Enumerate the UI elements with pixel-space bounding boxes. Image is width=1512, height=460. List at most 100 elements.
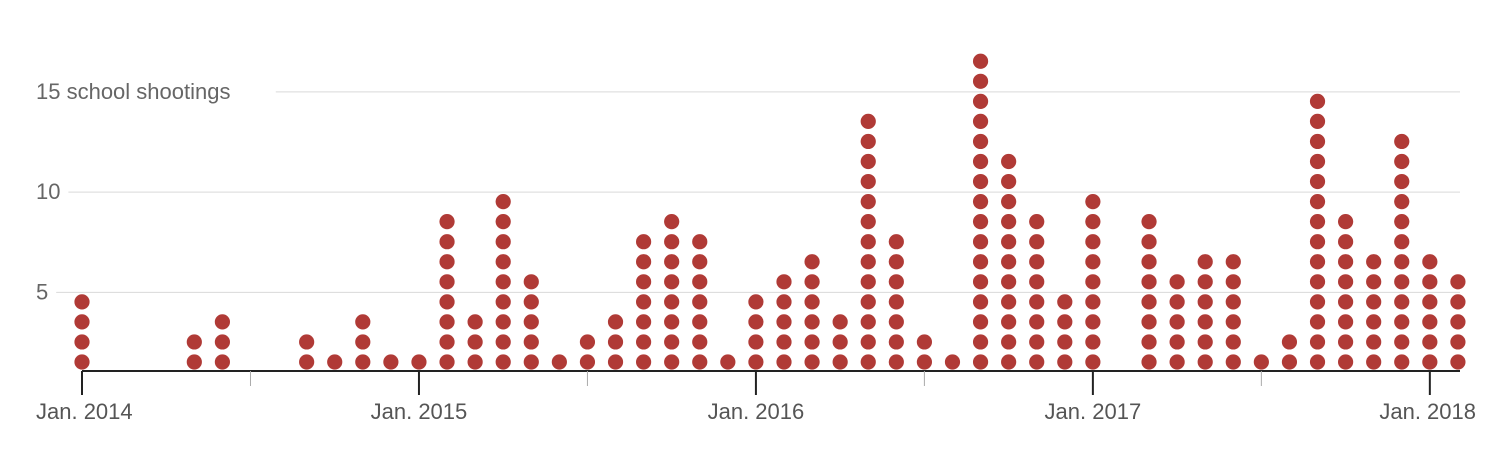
dot-2018-02-3 (1450, 314, 1466, 330)
dot-2017-03-2 (1141, 334, 1157, 350)
dot-2017-11-4 (1366, 294, 1382, 310)
dot-2017-01-1 (1085, 354, 1101, 370)
dot-2015-10-8 (664, 214, 680, 230)
dot-2016-10-1 (1001, 354, 1017, 370)
dot-2016-02-1 (776, 354, 792, 370)
dot-2017-10-7 (1338, 234, 1354, 250)
dot-2017-12-10 (1394, 173, 1410, 190)
x-axis-labels: Jan. 2014 Jan. 2015 Jan. 2016 Jan. 2017 Jan.… (36, 399, 1476, 424)
dot-2017-12-9 (1394, 194, 1410, 210)
dot-2016-11-4 (1029, 294, 1045, 310)
dot-2017-09-7 (1309, 234, 1326, 250)
dot-2014-10-1 (327, 354, 343, 370)
dot-2016-04-2 (832, 334, 848, 350)
x-tick-label: Jan. 2014 (36, 399, 133, 424)
dot-2017-12-5 (1394, 274, 1410, 290)
dot-2016-06-6 (888, 254, 904, 270)
x-tick-label: Jan. 2017 (1045, 399, 1142, 424)
dot-2015-01-1 (411, 354, 427, 370)
dot-2015-11-4 (692, 294, 708, 310)
dot-2017-12-12 (1394, 133, 1410, 150)
dot-2016-06-2 (888, 334, 904, 350)
x-tick-label: Jan. 2018 (1379, 399, 1476, 424)
dot-2016-09-7 (972, 234, 989, 250)
dot-2017-03-8 (1141, 214, 1157, 230)
y-tick-label-10: 10 (36, 179, 60, 204)
dot-2017-11-3 (1366, 314, 1382, 330)
dot-2016-06-5 (888, 274, 904, 290)
x-tick-label: Jan. 2016 (708, 399, 805, 424)
dot-2016-11-1 (1029, 354, 1045, 370)
dot-2016-11-5 (1029, 274, 1045, 290)
dot-2016-10-7 (1001, 234, 1017, 250)
dot-2017-09-3 (1309, 314, 1326, 330)
dot-2017-01-2 (1085, 334, 1101, 350)
dot-2015-12-1 (720, 354, 736, 370)
dot-2016-01-4 (748, 294, 764, 310)
dot-2016-09-12 (972, 133, 989, 150)
y-tick-label-5: 5 (36, 279, 48, 304)
dot-2017-10-5 (1338, 274, 1354, 290)
dot-2015-08-3 (607, 314, 624, 330)
dot-2014-11-2 (355, 334, 371, 350)
dot-2015-02-3 (439, 314, 455, 330)
dot-2015-04-9 (495, 194, 511, 210)
dot-2017-10-2 (1338, 334, 1354, 350)
dot-2015-04-2 (495, 334, 511, 350)
dot-2017-08-2 (1281, 334, 1298, 350)
dot-2016-11-6 (1029, 254, 1045, 270)
dot-2014-11-3 (355, 314, 371, 330)
dot-2017-05-4 (1197, 294, 1213, 310)
dot-columns (74, 53, 1466, 370)
dot-2016-04-3 (832, 314, 848, 330)
dot-2017-03-7 (1141, 234, 1157, 250)
dot-2015-10-5 (664, 274, 680, 290)
dot-2015-10-6 (664, 254, 680, 270)
dot-2016-12-2 (1057, 334, 1073, 350)
dot-2014-09-1 (299, 354, 315, 370)
dot-2017-04-4 (1169, 294, 1185, 310)
dot-2016-05-10 (860, 173, 876, 190)
dot-2015-09-7 (636, 234, 652, 250)
dot-2016-05-12 (860, 133, 876, 150)
dot-2015-08-2 (607, 334, 624, 350)
dot-2017-05-1 (1197, 354, 1213, 370)
dot-2016-09-5 (972, 274, 989, 290)
dot-2016-11-8 (1029, 214, 1045, 230)
dot-2016-09-14 (972, 93, 989, 109)
dot-2014-05-1 (186, 354, 202, 370)
dot-2017-03-4 (1141, 294, 1157, 310)
dot-2016-10-5 (1001, 274, 1017, 290)
dot-2016-11-2 (1029, 334, 1045, 350)
dot-2015-09-4 (636, 294, 652, 310)
dot-2017-12-2 (1394, 334, 1410, 350)
dot-2014-06-3 (214, 314, 230, 330)
dot-2015-09-6 (636, 254, 652, 270)
dot-2017-10-3 (1338, 314, 1354, 330)
dot-2017-09-9 (1309, 194, 1326, 210)
dot-2016-03-6 (804, 254, 820, 270)
dot-2016-11-3 (1029, 314, 1045, 330)
dot-2015-04-4 (495, 294, 511, 310)
dot-2015-10-4 (664, 294, 680, 310)
dot-2015-02-1 (439, 354, 455, 370)
dot-2015-05-5 (523, 274, 539, 290)
dot-2016-05-13 (860, 113, 876, 129)
dot-2015-09-1 (636, 354, 652, 370)
dot-2016-10-10 (1001, 173, 1017, 190)
dot-2017-01-4 (1085, 294, 1101, 310)
dot-2016-05-8 (860, 214, 876, 230)
dot-2014-06-2 (214, 334, 230, 350)
dot-2016-03-2 (804, 334, 820, 350)
dot-2015-09-3 (636, 314, 652, 330)
dot-2016-04-1 (832, 354, 848, 370)
dot-2016-05-11 (860, 153, 876, 170)
x-tick-label: Jan. 2015 (371, 399, 468, 424)
dot-2016-12-1 (1057, 354, 1073, 370)
dot-2017-09-10 (1309, 173, 1326, 190)
dot-2017-10-6 (1338, 254, 1354, 270)
dot-2016-06-4 (888, 294, 904, 310)
dot-2016-10-8 (1001, 214, 1017, 230)
dot-2017-09-6 (1309, 254, 1326, 270)
dot-2015-08-1 (607, 354, 624, 370)
